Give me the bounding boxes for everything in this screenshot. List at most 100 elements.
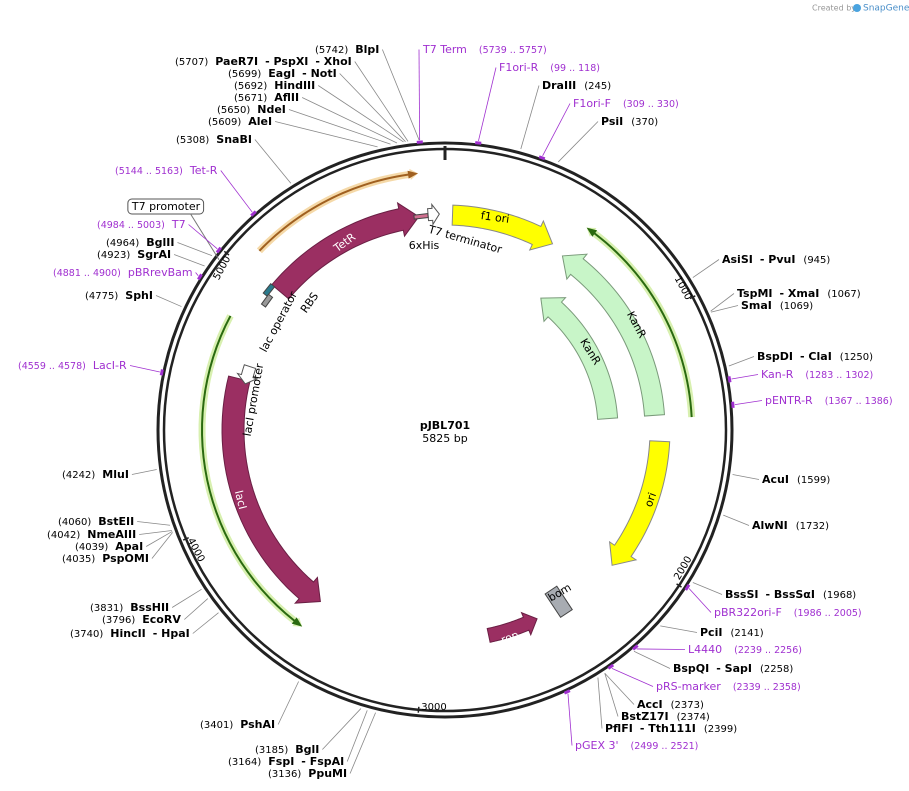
enzyme-name: - HpaI [153,627,190,640]
site-position: (2141) [730,628,763,639]
site-position: (5742) [315,45,348,56]
site-label: (3136) PpuMI [268,767,347,780]
ring-tick [676,583,682,588]
site-position: (2258) [760,664,793,675]
enzyme-name: HincII [110,627,146,640]
leader-line [633,650,671,669]
enzyme-name: AsiSI [722,253,753,266]
primer-range: (1367 .. 1386) [825,396,893,407]
leader-line [732,474,760,480]
leader-line [137,521,171,526]
primer-mark [607,663,615,670]
enzyme-name: DraIII [542,79,576,92]
site-position: (2399) [704,724,737,735]
enzyme-name: PciI [700,626,722,639]
primer-label: (4984 .. 5003) T7 [97,218,186,231]
feature-arrow [271,201,420,300]
site-position: (4042) [47,530,80,541]
enzyme-name: EagI [268,67,295,80]
primer-name: Tet-R [189,164,218,177]
leader-line [636,648,686,650]
leader-line [275,121,378,148]
primer-name: F1ori-F [573,97,611,110]
leader-line [190,213,220,260]
site-position: (4242) [62,470,95,481]
enzyme-name: FspI [268,755,294,768]
feature-arrow [486,611,538,643]
primer-range: (2339 .. 2358) [733,682,801,693]
site-position: (5707) [175,57,208,68]
site-label: (3401) PshAI [200,718,275,731]
leader-line [173,254,205,267]
leader-line [220,170,253,213]
enzyme-name: BlpI [355,43,379,56]
primer-mark [475,141,482,145]
ring-tick [223,250,230,256]
leader-line [660,625,698,633]
primer-range: (1283 .. 1302) [805,370,873,381]
site-label: DraIII (245) [542,79,611,92]
primer-mark [197,273,203,281]
leader-line [195,272,199,277]
site-label: (5707) PaeR7I - PspXI - XhoI [175,55,352,68]
site-position: (1732) [796,521,829,532]
primer-range: (5739 .. 5757) [479,45,547,56]
site-position: (2374) [677,712,710,723]
enzyme-name: - SapI [716,662,752,675]
leader-line [151,532,173,559]
leader-line [723,514,750,526]
enzyme-name: PshAI [240,718,275,731]
primer-label: (4881 .. 4900) pBRrevBam [53,266,193,279]
feature-label: RBS [298,290,321,315]
leader-line [734,400,763,406]
leader-line [155,295,182,307]
enzyme-name: MluI [102,468,129,481]
leader-line [604,673,619,717]
site-position: (3136) [268,769,301,780]
leader-line [418,49,421,141]
enzyme-name: AcuI [762,473,789,486]
primer-mark [215,246,222,254]
leader-line [688,588,712,613]
enzyme-name: AlwNI [752,519,788,532]
site-label: (4039) ApaI [75,540,143,553]
primer-mark [416,140,423,144]
primer-range: (4559 .. 4578) [18,361,86,372]
plasmid-name: pJBL701 [420,419,470,432]
site-position: (4039) [75,542,108,553]
site-position: (4964) [106,238,139,249]
enzyme-name: - PvuI [760,253,796,266]
enzyme-name: PsiI [601,115,623,128]
enzyme-name: - XmaI [780,287,820,300]
feature-arrow [236,364,259,385]
enzyme-name: BstZ17I [621,710,669,723]
enzyme-name: BglII [146,236,174,249]
feature-label: 6xHis [409,239,440,252]
primer-label: pENTR-R (1367 .. 1386) [765,394,893,407]
enzyme-name: AleI [248,115,272,128]
enzyme-name: BstEII [98,515,134,528]
leader-line [322,708,362,750]
enzyme-name: PspOMI [102,552,149,565]
leader-line [710,293,735,312]
leader-line [145,531,173,547]
enzyme-name: BssSI [725,588,759,601]
enzyme-name: - Tth111I [640,722,696,735]
site-position: (5699) [228,69,261,80]
site-position: (1069) [780,301,813,312]
site-label: (3164) FspI - FspAI [228,755,344,768]
leader-line [288,109,391,145]
enzyme-name: BspQI [673,662,709,675]
feature-arrow [540,297,619,420]
site-position: (1599) [797,475,830,486]
site-label: BstZ17I (2374) [621,710,710,723]
primer-label: F1ori-R (99 .. 118) [499,61,600,74]
site-label: (3831) BssHII [90,601,169,614]
site-label: (3740) HincII - HpaI [70,627,190,640]
site-position: (370) [631,117,658,128]
operator-box [262,282,276,297]
primer-range: (2499 .. 2521) [631,741,699,752]
site-label: (3796) EcoRV [102,613,181,626]
enzyme-name: NmeAIII [87,528,136,541]
primer-name: pBRrevBam [128,266,193,279]
